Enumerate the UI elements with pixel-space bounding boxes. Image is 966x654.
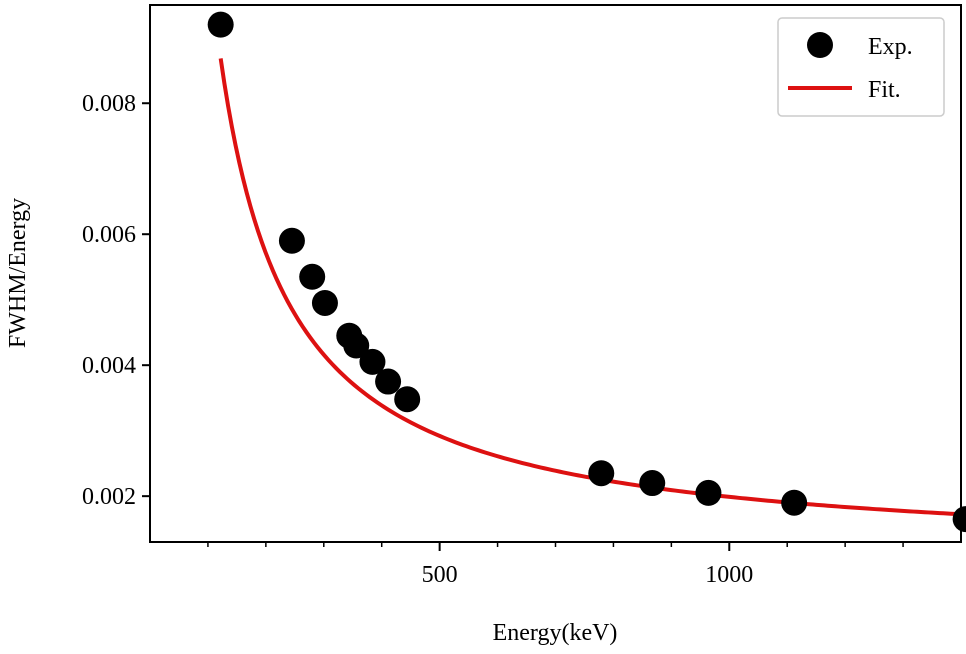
legend-label-exp: Exp.	[868, 34, 913, 60]
data-point	[639, 470, 666, 497]
y-axis-label: FWHM/Energy	[5, 198, 31, 348]
data-point	[359, 348, 386, 375]
y-axis-ticks: 0.002 0.004 0.006 0.008	[82, 91, 150, 510]
data-point	[299, 263, 326, 290]
data-point	[394, 386, 421, 413]
data-point	[781, 489, 808, 516]
fit-curve	[218, 58, 966, 517]
data-point	[278, 227, 305, 254]
x-tick-label: 1000	[705, 562, 753, 588]
data-point	[343, 332, 370, 359]
legend-marker-exp	[807, 32, 833, 58]
x-tick-label: 500	[422, 562, 458, 588]
data-point	[695, 479, 722, 506]
y-tick-label: 0.002	[82, 484, 136, 510]
data-point	[588, 460, 615, 487]
data-point	[207, 11, 234, 38]
x-axis-label: Energy(keV)	[493, 620, 618, 646]
data-point	[311, 289, 338, 316]
data-point	[952, 506, 966, 533]
y-tick-label: 0.006	[82, 222, 136, 248]
x-axis-ticks: 500 1000	[207, 542, 904, 588]
legend-box	[777, 17, 945, 117]
scatter-points	[207, 11, 966, 533]
y-tick-label: 0.004	[82, 353, 136, 379]
legend: Exp. Fit.	[777, 17, 945, 117]
data-point	[375, 368, 402, 395]
legend-label-fit: Fit.	[868, 77, 901, 103]
y-tick-label: 0.008	[82, 91, 136, 117]
